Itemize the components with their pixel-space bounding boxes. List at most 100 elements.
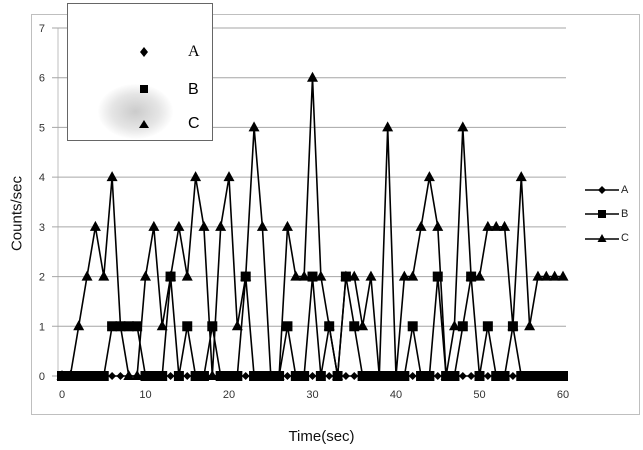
triangle-marker-icon [231,320,243,331]
diamond-marker-icon [91,372,100,380]
inset-row-c: C [68,114,212,138]
square-marker-icon [182,321,193,332]
triangle-marker-icon [215,220,227,231]
diamond-marker-icon [350,372,359,380]
series-a [58,372,567,380]
triangle-marker-icon [415,220,427,231]
square-marker-icon [324,321,335,332]
diamond-marker-icon [116,372,125,380]
diamond-marker-icon [442,372,451,380]
diamond-marker-icon [483,372,492,380]
square-marker-icon [240,271,251,282]
y-tick-label: 1 [39,321,45,333]
diamond-marker-icon [66,372,75,380]
triangle-marker-icon [307,71,318,82]
square-marker-icon [407,321,418,332]
diamond-marker-icon [133,372,142,380]
diamond-marker-icon [533,372,542,380]
square-marker-icon [307,271,318,282]
diamond-marker-icon [500,372,509,380]
y-tick-label: 5 [39,122,45,134]
diamond-marker-icon [149,372,158,380]
diamond-marker-icon [508,372,517,380]
x-tick-label: 20 [223,389,235,401]
triangle-marker-icon [365,270,377,281]
diamond-marker-icon [258,372,267,380]
y-tick-label: 7 [39,23,45,35]
diamond-marker-icon [316,372,325,380]
diamond-marker-icon [166,372,175,380]
inset-row-a: A [68,42,212,66]
diamond-marker-icon [366,372,375,380]
x-tick-label: 60 [557,389,569,401]
diamond-marker-icon [467,372,476,380]
triangle-marker-icon [557,270,569,281]
legend-label: A [621,184,629,196]
triangle-marker-icon [407,270,419,281]
square-marker-icon [123,321,134,332]
triangle-marker-icon [315,270,327,281]
diamond-marker-icon [542,372,551,380]
diamond-marker-icon [325,372,334,380]
diamond-marker-icon [291,372,300,380]
triangle-marker-icon [98,270,110,281]
triangle-marker-icon [532,270,544,281]
y-tick-label: 2 [39,272,45,284]
diamond-marker-icon [174,372,183,380]
diamond-marker-icon [158,372,167,380]
diamond-icon [140,47,148,57]
square-marker-icon [107,321,118,332]
square-marker-icon [507,321,518,332]
triangle-marker-icon [474,270,485,281]
diamond-marker-icon [74,372,83,380]
triangle-marker-icon [585,234,619,242]
triangle-marker-icon [256,220,268,231]
diamond-marker-icon [550,372,559,380]
triangle-marker-icon [73,320,85,331]
triangle-marker-icon [290,270,302,281]
diamond-marker-icon [58,372,66,380]
triangle-marker-icon [81,270,93,281]
diamond-marker-icon [517,372,526,380]
diamond-marker-icon [333,372,342,380]
x-tick-label: 40 [390,389,402,401]
triangle-marker-icon [499,220,511,231]
square-marker-icon [457,321,468,332]
triangle-marker-icon [549,270,561,281]
diamond-marker-icon [250,372,259,380]
square-marker-icon [132,321,143,332]
triangle-marker-icon [198,220,210,231]
diamond-marker-icon [450,372,459,380]
square-marker-icon [349,321,360,332]
diamond-marker-icon [408,372,417,380]
triangle-marker-icon [181,270,193,281]
diamond-marker-icon [191,372,200,380]
diamond-marker-icon [475,372,484,380]
square-marker-icon [466,271,477,282]
scatter-noise-image [98,84,173,139]
triangle-marker-icon [140,270,151,281]
square-marker-icon [340,271,351,282]
diamond-marker-icon [266,372,275,380]
inset-image: A B C [67,3,213,141]
diamond-marker-icon [525,372,534,380]
triangle-marker-icon [348,270,360,281]
legend-label: C [621,232,629,244]
diamond-marker-icon [83,372,92,380]
y-tick-label: 6 [39,73,45,85]
square-marker-icon [432,271,443,282]
y-tick-label: 3 [39,222,45,234]
triangle-marker-icon [398,270,410,281]
square-icon [140,85,148,93]
legend-label: B [621,208,629,220]
x-tick-label: 50 [473,389,485,401]
diamond-marker-icon [400,372,409,380]
triangle-marker-icon [540,270,552,281]
legend-item-c: C [585,226,635,250]
y-tick-label: 4 [39,172,45,184]
square-marker-icon [585,210,619,218]
y-tick-label: 0 [39,371,45,383]
triangle-icon [139,120,149,128]
triangle-marker-icon [515,171,527,182]
legend-item-b: B [585,202,635,226]
